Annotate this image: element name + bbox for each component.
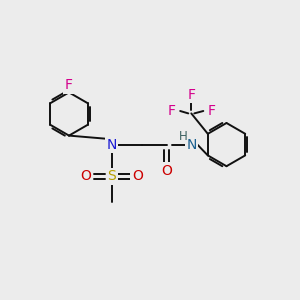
Text: O: O [161, 164, 172, 178]
Text: N: N [106, 138, 117, 152]
Text: O: O [81, 169, 92, 183]
Text: N: N [186, 138, 197, 152]
Text: O: O [132, 169, 143, 183]
Text: F: F [187, 88, 195, 102]
Text: H: H [178, 130, 188, 143]
Text: F: F [208, 104, 216, 118]
Text: F: F [65, 78, 73, 92]
Text: S: S [107, 169, 116, 183]
Text: F: F [168, 104, 176, 118]
